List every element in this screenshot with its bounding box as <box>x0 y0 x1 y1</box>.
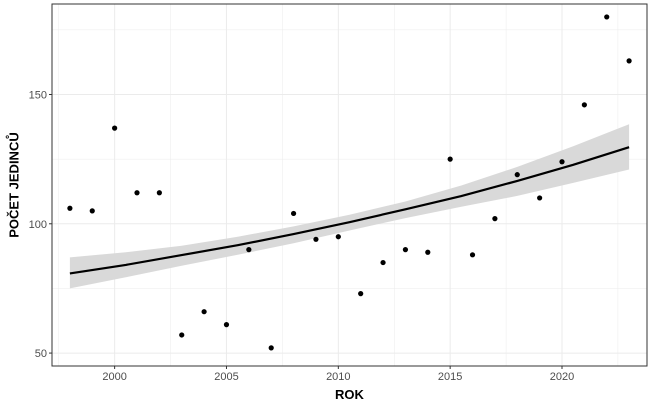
confidence-band <box>69 124 630 289</box>
data-point <box>581 102 587 108</box>
data-point <box>246 247 252 253</box>
data-point <box>626 58 632 64</box>
data-point <box>425 249 431 255</box>
data-point <box>156 190 162 196</box>
data-point <box>380 259 386 266</box>
data-point <box>335 234 341 240</box>
data-point <box>290 210 297 217</box>
confidence-band-layer <box>69 124 630 289</box>
trend-line-layer <box>69 146 630 275</box>
data-point <box>492 216 498 222</box>
data-point <box>112 125 118 131</box>
x-tick-label: 2020 <box>550 371 574 383</box>
x-tick-label: 2005 <box>214 371 238 383</box>
y-tick-label: 50 <box>35 348 47 360</box>
x-tick-label: 2000 <box>102 371 126 383</box>
data-point <box>223 322 230 328</box>
data-point <box>134 190 140 196</box>
trend-line <box>69 146 630 275</box>
y-axis: 50 100 150 <box>29 90 52 360</box>
data-point <box>604 14 610 20</box>
data-point <box>89 208 95 214</box>
data-point <box>313 236 319 242</box>
data-point <box>537 195 543 201</box>
data-point <box>201 309 207 315</box>
x-axis: 2000 2005 2010 2015 2020 <box>102 366 574 383</box>
x-axis-title: ROK <box>335 387 365 402</box>
data-point <box>402 247 409 253</box>
y-axis-title: POČET JEDINCŮ <box>6 132 22 237</box>
points-layer <box>67 14 632 351</box>
y-tick-label: 150 <box>29 90 47 102</box>
y-tick-label: 100 <box>29 219 47 231</box>
x-tick-label: 2015 <box>438 371 462 383</box>
panel-border <box>51 3 648 367</box>
data-point <box>469 252 476 258</box>
data-point <box>358 291 364 297</box>
data-point <box>268 345 274 351</box>
data-point <box>179 332 185 338</box>
data-point <box>67 205 73 211</box>
data-point <box>514 172 520 178</box>
data-point <box>447 156 453 162</box>
data-point <box>559 159 565 165</box>
x-tick-label: 2010 <box>326 371 350 383</box>
